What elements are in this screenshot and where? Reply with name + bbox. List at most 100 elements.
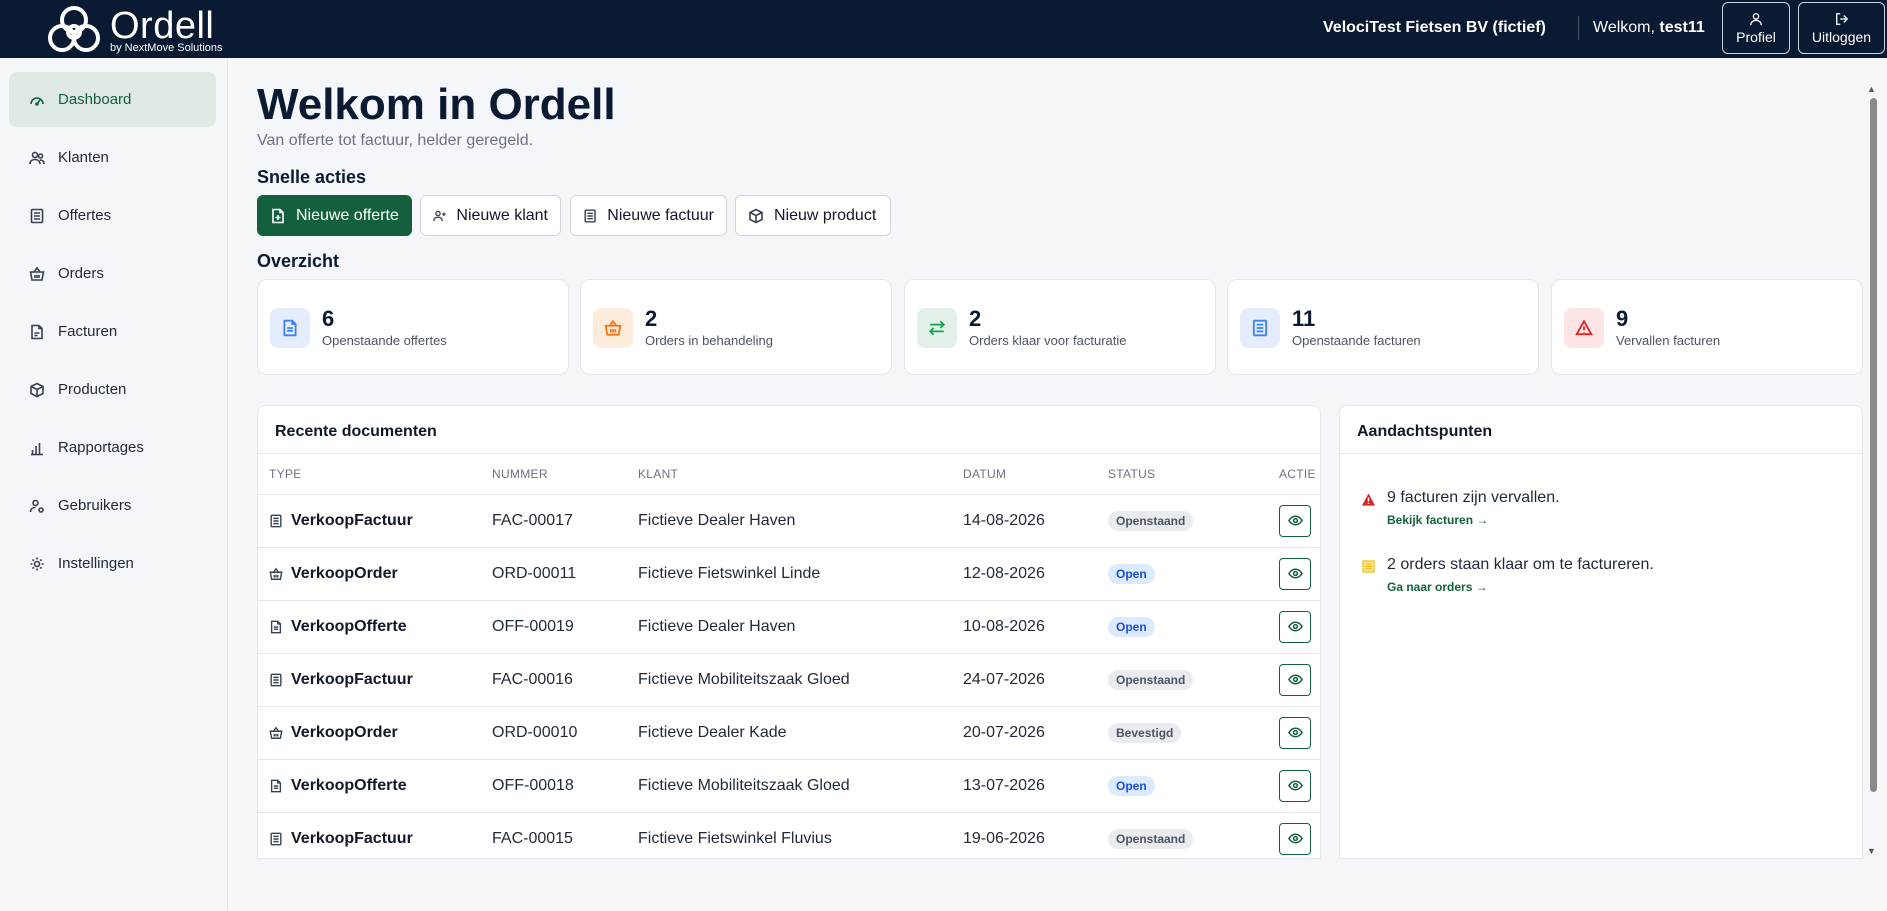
sidebar: Dashboard Klanten Offertes Orders Factur… — [0, 58, 228, 911]
stat-card-orders-ready[interactable]: 2 Orders klaar voor facturatie — [904, 279, 1216, 375]
gear-icon — [30, 557, 44, 570]
view-document-button[interactable] — [1279, 716, 1311, 749]
table-header-row: Type Nummer Klant Datum Status Actie — [258, 454, 1320, 495]
sidebar-item-rapportages[interactable]: Rapportages — [9, 420, 216, 475]
doc-type: VerkoopFactuur — [291, 511, 413, 529]
view-document-button[interactable] — [1279, 610, 1311, 643]
view-document-button[interactable] — [1279, 557, 1311, 590]
sidebar-item-label: Dashboard — [58, 91, 132, 108]
panel-divider — [1340, 453, 1862, 454]
list-document-icon — [270, 832, 282, 845]
box-icon — [749, 208, 763, 223]
sidebar-item-label: Klanten — [58, 149, 109, 166]
view-document-button[interactable] — [1279, 504, 1311, 537]
new-customer-button[interactable]: Nieuwe klant — [420, 195, 561, 236]
scroll-down-arrow-icon[interactable]: ▼ — [1867, 846, 1876, 856]
view-document-button[interactable] — [1279, 822, 1311, 855]
scroll-up-arrow-icon[interactable]: ▲ — [1867, 84, 1876, 94]
status-badge: Open — [1108, 563, 1155, 584]
sidebar-item-producten[interactable]: Producten — [9, 362, 216, 417]
doc-type: VerkoopFactuur — [291, 829, 413, 847]
sidebar-item-label: Facturen — [58, 323, 118, 340]
doc-number: FAC-00015 — [481, 812, 627, 858]
basket-icon — [269, 726, 283, 739]
doc-number: ORD-00010 — [481, 706, 627, 760]
sidebar-item-label: Rapportages — [58, 439, 144, 456]
stat-value: 11 — [1292, 306, 1316, 331]
recent-documents-panel: Recente documenten Type Nummer Klant Dat… — [257, 405, 1321, 859]
view-document-button[interactable] — [1279, 663, 1311, 696]
doc-number: FAC-00016 — [481, 653, 627, 707]
stat-label: Orders klaar voor facturatie — [969, 333, 1127, 348]
basket-icon — [269, 567, 283, 580]
list-document-icon — [584, 208, 596, 223]
doc-type: VerkoopOfferte — [291, 617, 407, 635]
stat-card-open-quotes[interactable]: 6 Openstaande offertes — [257, 279, 569, 375]
stat-card-orders-processing[interactable]: 2 Orders in behandeling — [580, 279, 892, 375]
logout-label: Uitloggen — [1811, 28, 1872, 45]
quick-actions-title: Snelle acties — [257, 167, 367, 187]
new-invoice-button[interactable]: Nieuwe factuur — [570, 195, 727, 236]
new-product-button[interactable]: Nieuw product — [735, 195, 891, 236]
sidebar-item-dashboard[interactable]: Dashboard — [9, 72, 216, 127]
sidebar-item-klanten[interactable]: Klanten — [9, 130, 216, 185]
stat-card-overdue-invoices[interactable]: 9 Vervallen facturen — [1551, 279, 1863, 375]
bar-chart-icon — [31, 442, 43, 455]
column-header-datum: Datum — [952, 454, 1097, 495]
logout-button[interactable]: Uitloggen — [1798, 2, 1885, 54]
sidebar-item-label: Instellingen — [58, 555, 134, 572]
stat-value: 2 — [969, 306, 982, 331]
table-row: VerkoopOfferte OFF-00018 Fictieve Mobili… — [258, 759, 1320, 813]
main-content: Welkom in Ordell Van offerte tot factuur… — [228, 58, 1873, 911]
new-quote-button[interactable]: Nieuwe offerte — [257, 195, 412, 236]
sidebar-item-offertes[interactable]: Offertes — [9, 188, 216, 243]
quick-action-label: Nieuwe offerte — [296, 206, 399, 224]
warning-triangle-icon — [1361, 493, 1376, 506]
list-document-icon — [1240, 308, 1280, 348]
sidebar-item-gebruikers[interactable]: Gebruikers — [9, 478, 216, 533]
list-document-icon — [270, 673, 282, 686]
doc-customer: Fictieve Dealer Kade — [627, 706, 952, 760]
eye-icon — [1287, 833, 1303, 844]
sidebar-item-label: Orders — [58, 265, 104, 282]
brand-logo[interactable]: Ordell by NextMove Solutions — [44, 2, 223, 56]
doc-date: 20-07-2026 — [952, 706, 1097, 760]
page-subtitle: Van offerte tot factuur, helder geregeld… — [257, 132, 534, 149]
profile-label: Profiel — [1736, 28, 1776, 45]
go-to-orders-link[interactable]: Ga naar orders → — [1387, 580, 1488, 594]
user-gear-icon — [29, 499, 44, 513]
doc-customer: Fictieve Dealer Haven — [627, 600, 952, 654]
stat-label: Orders in behandeling — [645, 333, 773, 348]
doc-customer: Fictieve Mobiliteitszaak Gloed — [627, 653, 952, 707]
view-invoices-link[interactable]: Bekijk facturen → — [1387, 513, 1488, 527]
alert-link-label: Bekijk facturen — [1387, 513, 1474, 527]
arrow-right-icon: → — [1476, 513, 1489, 527]
view-document-button[interactable] — [1279, 769, 1311, 802]
stat-card-open-invoices[interactable]: 11 Openstaande facturen — [1227, 279, 1539, 375]
recent-documents-title: Recente documenten — [275, 423, 437, 440]
table-row: VerkoopOrder ORD-00011 Fictieve Fietswin… — [258, 547, 1320, 601]
file-plus-icon — [272, 208, 284, 223]
doc-customer: Fictieve Fietswinkel Linde — [627, 547, 952, 601]
table-row: VerkoopOrder ORD-00010 Fictieve Dealer K… — [258, 706, 1320, 760]
scrollbar-thumb[interactable] — [1870, 98, 1877, 792]
list-document-icon — [270, 514, 282, 527]
profile-button[interactable]: Profiel — [1722, 2, 1790, 54]
stat-value: 6 — [322, 306, 335, 331]
doc-type: VerkoopOrder — [291, 564, 398, 582]
company-name: VelociTest Fietsen BV (fictief) — [1323, 19, 1546, 36]
doc-date: 12-08-2026 — [952, 547, 1097, 601]
alert-link-label: Ga naar orders — [1387, 580, 1473, 594]
sidebar-item-facturen[interactable]: Facturen — [9, 304, 216, 359]
panel-divider — [258, 453, 1320, 454]
sidebar-item-orders[interactable]: Orders — [9, 246, 216, 301]
brand-subtitle: by NextMove Solutions — [110, 42, 223, 54]
user-plus-icon — [433, 210, 446, 221]
quick-action-label: Nieuwe klant — [456, 206, 548, 224]
basket-icon — [29, 266, 45, 281]
attention-panel: Aandachtspunten 9 facturen zijn vervalle… — [1339, 405, 1863, 859]
doc-date: 24-07-2026 — [952, 653, 1097, 707]
eye-icon — [1287, 568, 1303, 579]
note-icon — [1362, 560, 1375, 573]
sidebar-item-instellingen[interactable]: Instellingen — [9, 536, 216, 591]
